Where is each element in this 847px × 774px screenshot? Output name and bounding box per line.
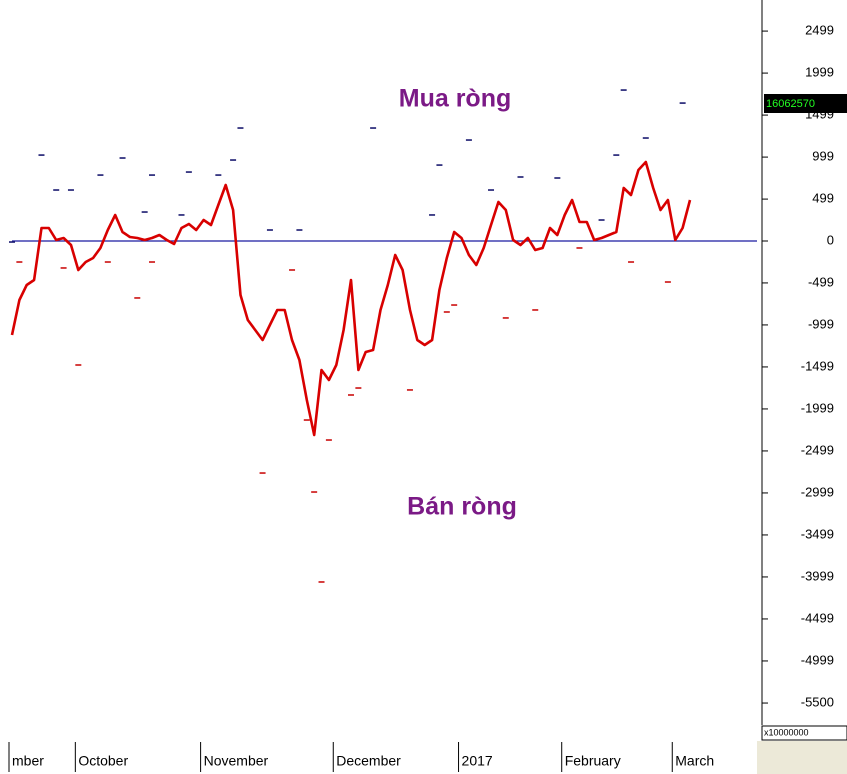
y-tick-label: -999 [808,316,834,331]
y-tick-label: 0 [827,232,834,247]
x-tick-label: November [204,753,269,769]
y-tick-label: -1499 [801,358,834,373]
y-tick-label: -2999 [801,484,834,499]
y-tick-label: -2499 [801,442,834,457]
y-tick-label: 999 [812,149,834,164]
last-value-label: 16062570 [766,98,815,110]
y-tick-label: 2499 [805,23,834,38]
x-tick-label: February [565,753,621,769]
y-tick-label: 1999 [805,65,834,80]
last-value-box [764,94,847,113]
scale-label: x10000000 [764,727,809,737]
x-tick-label: December [336,753,401,769]
y-tick-label: -1999 [801,400,834,415]
y-tick-label: -5500 [801,694,834,709]
y-tick-label: -499 [808,274,834,289]
annotation: Bán ròng [407,493,517,521]
y-tick-label: -4499 [801,610,834,625]
x-tick-label: mber [12,753,44,769]
x-tick-label: 2017 [462,753,493,769]
corner-panel [757,741,847,774]
data-line [10,160,692,437]
y-tick-label: 1499 [805,107,834,122]
annotation: Mua ròng [399,85,512,113]
x-tick-label: October [78,753,128,769]
y-tick-label: -3999 [801,568,834,583]
y-tick-label: -4999 [801,652,834,667]
y-tick-label: -3499 [801,526,834,541]
scale-box [761,725,847,741]
plot-area [9,89,757,583]
y-tick-label: 499 [812,191,834,206]
x-tick-label: March [675,753,714,769]
